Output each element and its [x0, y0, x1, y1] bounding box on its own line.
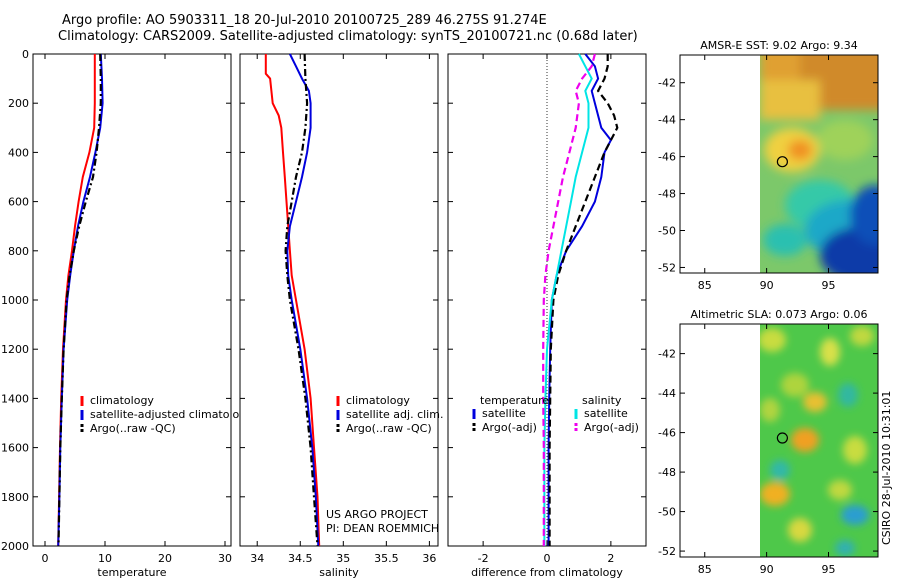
sst_map-xtick-label: 95	[822, 279, 836, 292]
salinity-xlabel: salinity	[319, 566, 359, 579]
difference-series-magenta	[542, 53, 596, 546]
sla_map-argo-location-marker	[776, 432, 788, 444]
sst-heatmap-field	[760, 55, 878, 273]
salinity-xtick-label: 34	[250, 552, 264, 565]
temperature-legend-entry-label: climatology	[90, 394, 154, 407]
legend-temp-argo-label: Argo(-adj)	[482, 421, 537, 434]
figure-title-line1: Argo profile: AO 5903311_18 20-Jul-2010 …	[62, 13, 547, 28]
temperature-ytick-label: 0	[22, 48, 29, 61]
temperature-xtick-label: 20	[158, 552, 172, 565]
figure-title-line2: Climatology: CARS2009. Satellite-adjuste…	[58, 29, 638, 44]
temperature-xlabel: temperature	[97, 566, 166, 579]
difference-legend: temperature salinitysatelliteArgo(-adj)sa…	[472, 394, 639, 434]
difference-series-blue	[547, 53, 613, 546]
temperature-series-black	[57, 53, 102, 547]
sst_map-argo-location-marker	[776, 156, 788, 168]
sla_map-ytick-label: -48	[658, 466, 676, 479]
credit-line1: US ARGO PROJECT	[326, 508, 428, 521]
sla_map-xtick-label: 90	[760, 563, 774, 576]
sst_map-xtick-label: 90	[760, 279, 774, 292]
temperature-ytick-label: 1600	[1, 442, 29, 455]
salinity-xtick-label: 35.5	[374, 552, 399, 565]
legend-title-salinity: salinity	[582, 394, 622, 407]
temperature-series-blue	[57, 53, 104, 547]
temperature-ytick-label: 600	[8, 196, 29, 209]
temperature-legend-entry-label: Argo(..raw -QC)	[90, 422, 176, 435]
difference-xtick-label: 0	[544, 552, 551, 565]
sla_map-xtick-label: 85	[698, 563, 712, 576]
temperature-ytick-label: 2000	[1, 540, 29, 553]
legend-temp-satellite-label: satellite	[482, 407, 526, 420]
sst_map-ytick-label: -46	[658, 151, 676, 164]
profile-panel-salinity: 34 34.5 35 35.5 36 salinity climatologysatelli…	[239, 53, 443, 579]
salinity-xtick-label: 36	[422, 552, 436, 565]
sst_map-ytick-label: -42	[658, 77, 676, 90]
temperature-axes-frame	[32, 53, 232, 547]
sla_map-axes-frame	[679, 323, 879, 558]
sla_map-ytick-label: -44	[658, 387, 676, 400]
credit-line2: PI: DEAN ROEMMICH	[326, 522, 439, 535]
salinity-legend-entry-label: satellite adj. clim.	[346, 408, 443, 421]
sst_map-ytick-label: -48	[658, 188, 676, 201]
difference-series-black	[548, 54, 619, 546]
salinity-xtick-label: 34.5	[288, 552, 313, 565]
map-panel-sla_map: 85 90 95 -42 -44 -46 -48 -50 -52 Altimetric SLA: …	[658, 308, 879, 576]
sla_map-ytick-label: -52	[658, 545, 676, 558]
temperature-ytick-label: 1400	[1, 392, 29, 405]
salinity-series-red	[264, 54, 321, 547]
temperature-ytick-label: 1800	[1, 491, 29, 504]
sst_map-title: AMSR-E SST: 9.02 Argo: 9.34	[700, 39, 858, 52]
sst_map-axes-frame	[679, 54, 879, 274]
difference-series-cyan	[543, 53, 593, 546]
sla_map-title: Altimetric SLA: 0.073 Argo: 0.06	[690, 308, 867, 321]
difference-xtick-label: 2	[607, 552, 614, 565]
temperature-ytick-label: 200	[8, 97, 29, 110]
temperature-xtick-label: 30	[218, 552, 232, 565]
temperature-ytick-label: 800	[8, 245, 29, 258]
profile-panel-temperature: 0 10 20 30 0 200 400 600 800 1000 1200 1400 1600 1800…	[1, 48, 240, 579]
salinity-xtick-label: 35	[336, 552, 350, 565]
legend-title-temperature: temperature	[480, 394, 549, 407]
sla_map-ytick-label: -42	[658, 348, 676, 361]
salinity-axes-frame	[239, 53, 439, 547]
salinity-legend-entry-label: Argo(..raw -QC)	[346, 422, 432, 435]
sla-heatmap-field	[760, 324, 878, 557]
temperature-series-red	[57, 54, 96, 547]
sst_map-ytick-label: -52	[658, 261, 676, 274]
temperature-ytick-label: 1200	[1, 343, 29, 356]
temperature-xtick-label: 10	[98, 552, 112, 565]
difference-xtick-label: -2	[478, 552, 489, 565]
sla_map-xtick-label: 95	[822, 563, 836, 576]
legend-sal-satellite-label: satellite	[584, 407, 628, 420]
temperature-ytick-label: 400	[8, 146, 29, 159]
sst_map-ytick-label: -50	[658, 225, 676, 238]
salinity-series-black	[284, 53, 319, 547]
temperature-ytick-label: 1000	[1, 294, 29, 307]
sla_map-ytick-label: -46	[658, 427, 676, 440]
salinity-legend-entry-label: climatology	[346, 394, 410, 407]
sla_map-ytick-label: -50	[658, 506, 676, 519]
sst_map-ytick-label: -44	[658, 114, 676, 127]
temperature-xtick-label: 0	[42, 552, 49, 565]
legend-sal-argo-label: Argo(-adj)	[584, 421, 639, 434]
sst_map-xtick-label: 85	[698, 279, 712, 292]
salinity-series-blue	[286, 53, 320, 547]
difference-xlabel: difference from climatology	[471, 566, 623, 579]
temperature-legend-entry-label: satellite-adjusted climatolo	[90, 408, 240, 421]
map-panel-sst_map: 85 90 95 -42 -44 -46 -48 -50 -52 AMSR-E SST: 9.02…	[658, 39, 879, 292]
